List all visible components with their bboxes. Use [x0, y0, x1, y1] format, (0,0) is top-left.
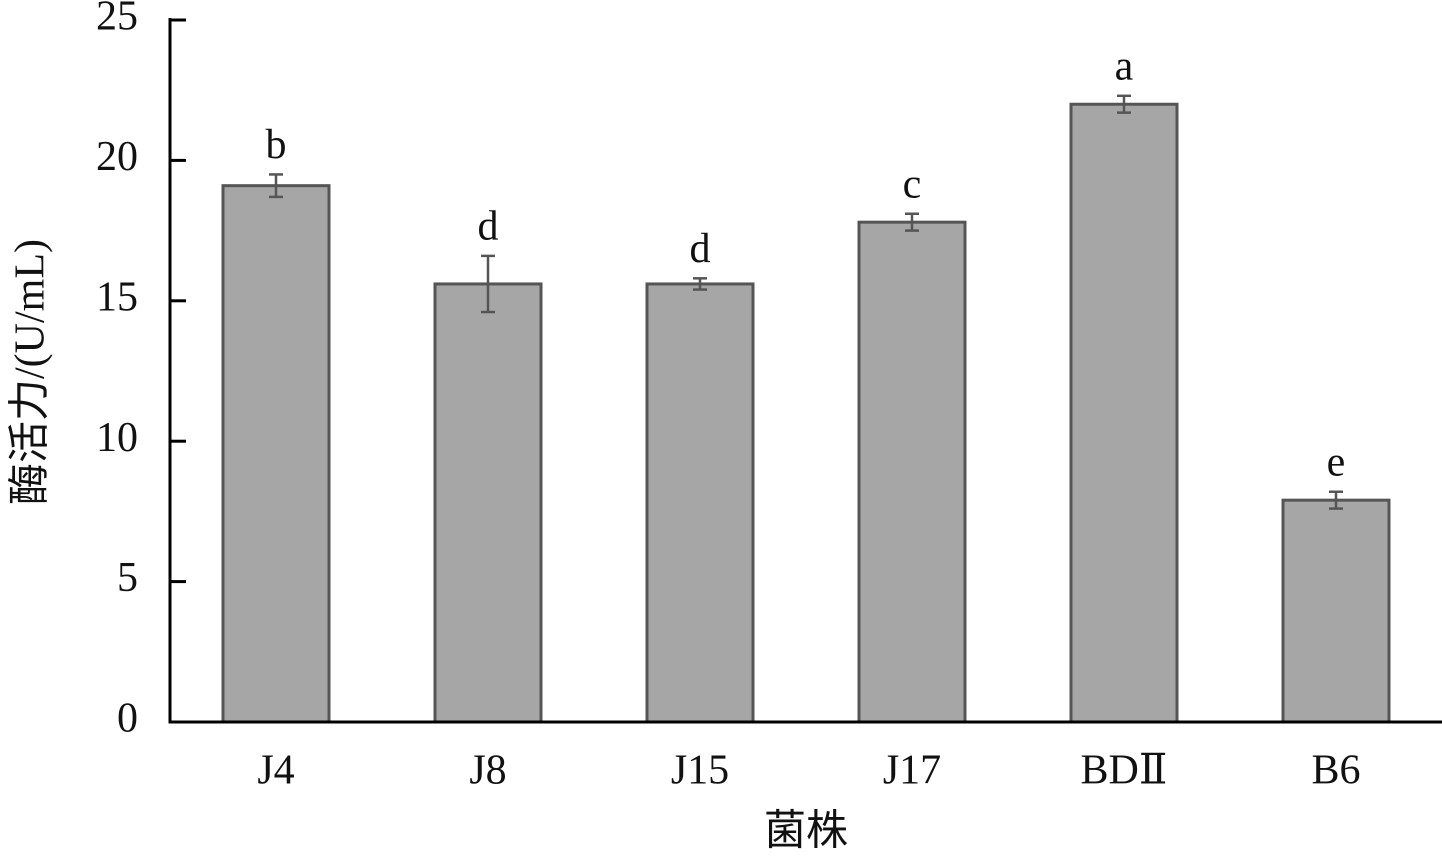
- error-bar: [693, 277, 707, 291]
- significance-label: a: [1115, 43, 1134, 89]
- x-tick-label: J8: [469, 748, 506, 794]
- error-bar: [1117, 94, 1131, 114]
- x-tick-label: J15: [671, 748, 729, 794]
- error-bar: [905, 212, 919, 232]
- bar: [221, 184, 331, 724]
- bar: [1281, 498, 1391, 724]
- y-tick-label: 25: [96, 0, 138, 40]
- error-bar: [269, 173, 283, 199]
- bar: [1069, 102, 1179, 724]
- significance-label: d: [690, 226, 711, 272]
- bar: [857, 220, 967, 724]
- significance-label: e: [1327, 439, 1346, 485]
- y-tick-label: 5: [117, 555, 138, 601]
- significance-label: b: [266, 122, 287, 168]
- y-tick-label: 10: [96, 415, 138, 461]
- x-tick-label: B6: [1311, 748, 1360, 794]
- significance-label: c: [903, 161, 922, 207]
- bar: [433, 282, 543, 724]
- significance-label: d: [478, 204, 499, 250]
- error-bar: [481, 254, 495, 314]
- error-bar: [1329, 490, 1343, 510]
- y-tick-label: 0: [117, 696, 138, 742]
- y-axis-label: 酶活力/(U/mL): [8, 239, 54, 505]
- y-tick-label: 15: [96, 274, 138, 320]
- x-tick-label: J4: [257, 748, 294, 794]
- bar: [645, 282, 755, 724]
- y-tick-label: 20: [96, 134, 138, 180]
- x-tick-label: J17: [883, 748, 941, 794]
- x-tick-label: BDⅡ: [1081, 748, 1168, 794]
- x-axis-label: 菌株: [764, 809, 848, 855]
